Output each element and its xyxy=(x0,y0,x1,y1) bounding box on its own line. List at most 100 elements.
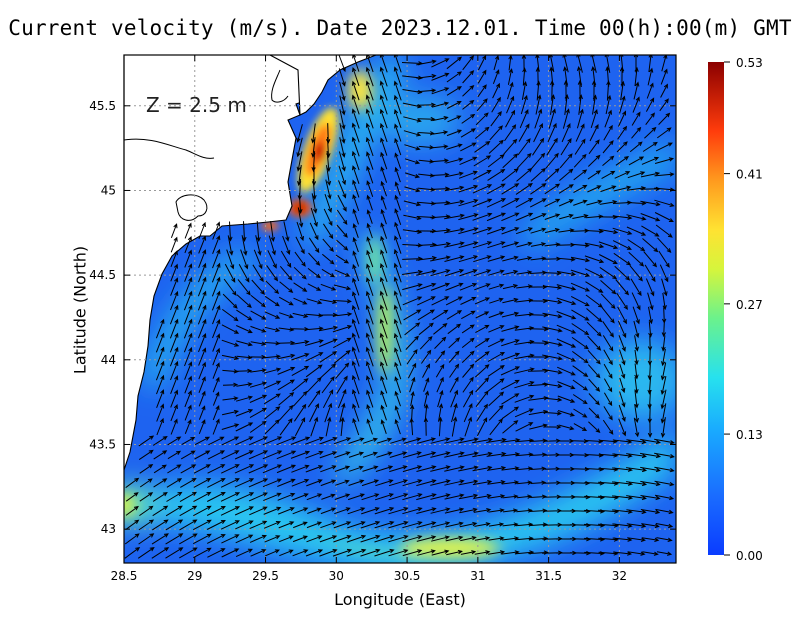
current-vector-arrow xyxy=(644,126,657,139)
current-vector-arrow xyxy=(573,408,588,418)
current-vector-arrow xyxy=(337,388,347,409)
current-vector-arrow xyxy=(206,505,226,516)
current-vector-arrow xyxy=(248,464,269,474)
current-vector-arrow xyxy=(475,390,489,408)
current-vector-arrow xyxy=(626,481,648,487)
current-vector-arrow xyxy=(448,337,461,349)
current-vector-arrow xyxy=(542,397,563,402)
current-vector-arrow xyxy=(487,378,505,392)
current-vector-arrow xyxy=(366,236,374,253)
current-vector-arrow xyxy=(474,337,490,348)
current-vector-arrow xyxy=(661,278,668,297)
current-vector-arrow xyxy=(461,350,475,363)
current-vector-arrow xyxy=(309,222,319,241)
current-vector-arrow xyxy=(598,228,619,235)
current-vector-arrow xyxy=(648,55,653,73)
current-vector-arrow xyxy=(602,155,615,166)
current-vector-arrow xyxy=(394,347,402,366)
current-vector-arrow xyxy=(458,479,479,486)
current-vector-arrow xyxy=(508,55,513,71)
current-vector-arrow xyxy=(406,348,418,365)
current-vector-arrow xyxy=(501,212,520,222)
current-vector-arrow xyxy=(351,318,360,339)
current-vector-arrow xyxy=(634,335,639,352)
current-vector-arrow xyxy=(340,416,345,437)
current-vector-arrow xyxy=(322,223,334,240)
current-vector-arrow xyxy=(588,139,600,155)
x-tick-label: 31.5 xyxy=(535,569,562,583)
current-vector-arrow xyxy=(654,157,675,164)
current-vector-arrow xyxy=(488,508,505,513)
current-vector-arrow xyxy=(612,481,634,486)
current-vector-arrow xyxy=(616,141,628,153)
current-vector-arrow xyxy=(655,508,674,515)
current-vector-arrow xyxy=(584,242,605,249)
current-vector-arrow xyxy=(351,374,360,395)
current-vector-arrow xyxy=(197,290,207,311)
current-vector-arrow xyxy=(264,311,281,319)
current-vector-arrow xyxy=(558,184,574,194)
current-vector-arrow xyxy=(444,241,465,248)
current-vector-arrow xyxy=(352,55,360,72)
current-vector-arrow xyxy=(305,364,323,378)
current-vector-arrow xyxy=(138,435,155,447)
current-vector-arrow xyxy=(319,549,338,557)
current-vector-arrow xyxy=(488,139,504,154)
current-vector-arrow xyxy=(366,404,374,422)
current-vector-arrow xyxy=(578,94,583,115)
current-vector-arrow xyxy=(435,350,446,364)
current-vector-arrow xyxy=(325,123,331,145)
current-vector-arrow xyxy=(139,478,153,488)
current-vector-arrow xyxy=(365,66,374,87)
current-vector-arrow xyxy=(404,186,421,193)
current-vector-arrow xyxy=(571,336,589,350)
current-vector-arrow xyxy=(502,508,519,513)
current-vector-arrow xyxy=(402,479,423,487)
current-vector-arrow xyxy=(264,419,280,435)
current-vector-arrow xyxy=(502,522,519,527)
current-vector-arrow xyxy=(403,437,422,444)
current-vector-arrow xyxy=(365,94,374,115)
current-vector-arrow xyxy=(404,172,421,179)
current-vector-arrow xyxy=(432,144,449,149)
current-vector-arrow xyxy=(459,507,478,514)
current-vector-arrow xyxy=(290,436,311,445)
current-vector-arrow xyxy=(515,466,534,471)
current-vector-arrow xyxy=(279,417,293,436)
current-vector-arrow xyxy=(432,309,449,321)
current-vector-arrow xyxy=(444,451,465,458)
current-vector-arrow xyxy=(462,55,474,71)
current-vector-arrow xyxy=(423,417,429,436)
current-vector-arrow xyxy=(263,506,282,515)
current-vector-arrow xyxy=(619,377,626,394)
current-vector-arrow xyxy=(641,523,660,529)
current-vector-arrow xyxy=(462,85,475,97)
current-vector-arrow xyxy=(416,493,437,501)
current-vector-arrow xyxy=(304,436,324,445)
current-vector-arrow xyxy=(389,451,408,458)
current-vector-arrow xyxy=(138,519,155,531)
current-vector-arrow xyxy=(477,69,487,84)
current-vector-arrow xyxy=(235,395,253,402)
current-vector-arrow xyxy=(474,126,490,139)
current-vector-arrow xyxy=(333,349,351,364)
axis-ticks: 28.5 29 29.5 30 30.5 31 31.5 32 43 43.5 44 44.5 45 45… xyxy=(89,55,676,583)
current-vector-arrow xyxy=(430,479,451,486)
current-vector-arrow xyxy=(365,318,374,339)
current-vector-arrow xyxy=(522,67,527,86)
current-vector-arrow xyxy=(169,304,179,325)
current-vector-arrow xyxy=(380,404,387,421)
current-vector-arrow xyxy=(560,138,572,156)
current-vector-arrow xyxy=(626,509,647,515)
current-vector-arrow xyxy=(531,152,546,169)
current-vector-arrow xyxy=(530,167,546,182)
current-vector-arrow xyxy=(192,519,212,531)
current-vector-arrow xyxy=(517,138,531,156)
current-vector-arrow xyxy=(240,249,249,270)
current-vector-arrow xyxy=(264,535,281,543)
current-vector-arrow xyxy=(212,221,221,240)
current-vector-arrow xyxy=(348,479,365,486)
current-vector-arrow xyxy=(351,304,360,325)
current-vector-arrow xyxy=(474,141,491,153)
current-vector-arrow xyxy=(514,394,535,403)
